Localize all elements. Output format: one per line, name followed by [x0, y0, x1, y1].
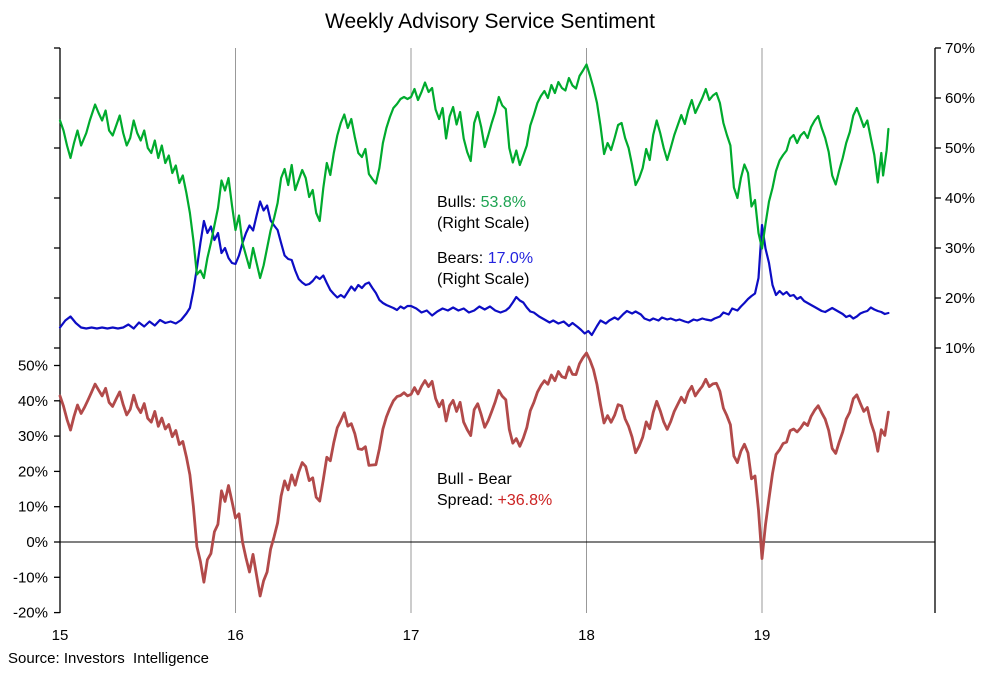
- right-axis-tick-label: 70%: [945, 40, 975, 57]
- x-axis-tick-label: 17: [403, 627, 420, 644]
- x-axis-tick-labels: 15 16 17 18 19: [52, 627, 771, 644]
- x-axis-tick-label: 19: [754, 627, 771, 644]
- right-axis-tick-label: 50%: [945, 140, 975, 157]
- spread-annotation-value: +36.8%: [497, 492, 552, 509]
- x-gridlines: [235, 48, 763, 613]
- bulls-annotation-value: 53.8%: [481, 194, 526, 211]
- right-axis-tick-label: 40%: [945, 190, 975, 207]
- left-axis-tick-labels: 50% 40% 30% 20% 10% 0% -10% -20%: [13, 358, 48, 622]
- left-axis-tick-label: -10%: [13, 569, 48, 586]
- left-axis-tick-label: 50%: [18, 358, 48, 375]
- bears-annotation: Bears: 17.0% (Right Scale): [437, 250, 533, 288]
- series-lines: [58, 63, 890, 598]
- spread-annotation-line1: Bull - Bear: [437, 471, 512, 488]
- right-axis-tick-label: 30%: [945, 240, 975, 257]
- x-axis-tick-label: 16: [227, 627, 244, 644]
- source-note: Source: Investors Intelligence: [8, 650, 209, 667]
- bulls-annotation: Bulls: 53.8% (Right Scale): [437, 194, 529, 232]
- right-axis-tick-label: 60%: [945, 90, 975, 107]
- bears-annotation-label: Bears:: [437, 250, 488, 267]
- left-axis-tick-label: 20%: [18, 463, 48, 480]
- axis-lines: [59, 48, 936, 613]
- left-axis-tick-label: 0%: [26, 534, 48, 551]
- left-axis-tick-label: 40%: [18, 393, 48, 410]
- bears-annotation-note: (Right Scale): [437, 271, 529, 288]
- left-axis-tick-label: 10%: [18, 499, 48, 516]
- x-axis-tick-label: 18: [578, 627, 595, 644]
- left-axis-tick-label: 30%: [18, 428, 48, 445]
- right-axis-tick-labels: 70% 60% 50% 40% 30% 20% 10%: [945, 40, 975, 357]
- bulls-annotation-note: (Right Scale): [437, 215, 529, 232]
- bears-line: [58, 200, 890, 337]
- bulls-annotation-label: Bulls:: [437, 194, 481, 211]
- right-axis-tick-label: 20%: [945, 290, 975, 307]
- right-axis-tick-label: 10%: [945, 340, 975, 357]
- spread-line: [58, 351, 890, 598]
- spread-annotation: Bull - Bear Spread: +36.8%: [437, 471, 552, 509]
- bears-annotation-value: 17.0%: [488, 250, 533, 267]
- svg-text:Bears: 17.0%: Bears: 17.0%: [437, 250, 533, 267]
- x-axis-tick-label: 15: [52, 627, 69, 644]
- spread-annotation-label: Spread:: [437, 492, 497, 509]
- svg-text:Bulls: 53.8%: Bulls: 53.8%: [437, 194, 526, 211]
- chart-title: Weekly Advisory Service Sentiment: [325, 10, 655, 33]
- svg-text:Spread: +36.8%: Spread: +36.8%: [437, 492, 552, 509]
- bulls-line: [58, 63, 890, 280]
- axis-ticks: [54, 47, 941, 614]
- left-axis-tick-label: -20%: [13, 605, 48, 622]
